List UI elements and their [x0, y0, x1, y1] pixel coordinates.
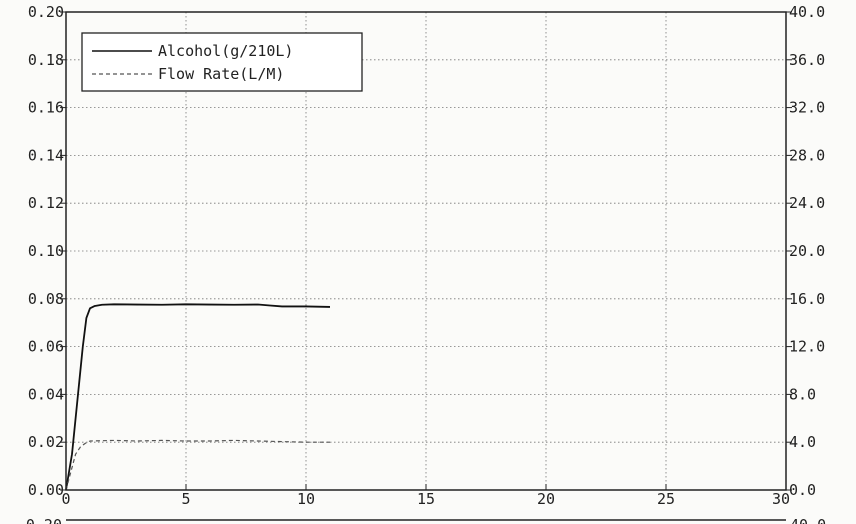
- x-tick-label: 0: [61, 490, 70, 508]
- y-tick-label: 0.08: [28, 290, 64, 308]
- y-tick-label: 0.04: [28, 385, 64, 403]
- legend: Alcohol(g/210L) Flow Rate(L/M): [81, 32, 363, 92]
- x-tick-label: 15: [417, 490, 435, 508]
- y-tick-label: 0.02: [28, 433, 64, 451]
- x-tick-label: 25: [657, 490, 675, 508]
- legend-box: [81, 32, 363, 92]
- y2-tick-label: 28.0: [789, 146, 825, 164]
- y2-tick-label: 16.0: [789, 290, 825, 308]
- y2-tick-label: 12.0: [789, 338, 825, 356]
- y-tick-label: 0.16: [28, 99, 64, 117]
- y-tick-label: 0.18: [28, 51, 64, 69]
- legend-label-alcohol: Alcohol(g/210L): [158, 42, 293, 60]
- y-tick-label: 0.12: [28, 194, 64, 212]
- y2-tick-label: 20.0: [789, 242, 825, 260]
- tick-labels: 0.00 0.0 0.02 4.0 0.04 8.0 0.06 12.0 0.08 16.0 0.1…: [28, 3, 825, 508]
- y-tick-label: 0.00: [28, 481, 64, 499]
- y-tick-label: 0.20: [28, 3, 64, 21]
- grid: [66, 12, 786, 490]
- y2-tick-label: 8.0: [789, 385, 816, 403]
- legend-label-flow-rate: Flow Rate(L/M): [158, 65, 284, 83]
- y2-tick-label: 36.0: [789, 51, 825, 69]
- x-tick-label: 20: [537, 490, 555, 508]
- y-tick-label: 0.06: [28, 338, 64, 356]
- y2-tick-label: 32.0: [789, 99, 825, 117]
- y-tick-label: 0.14: [28, 146, 64, 164]
- series-line-flow-rate: [65, 439, 330, 491]
- x-tick-label: 10: [297, 490, 315, 508]
- x-tick-label: 30: [772, 490, 790, 508]
- y2-tick-label: 24.0: [789, 194, 825, 212]
- next-chart-right-tick: 40.0: [790, 516, 826, 524]
- next-chart-left-tick: 0.20: [26, 516, 62, 524]
- y2-tick-label: 4.0: [789, 433, 816, 451]
- y-tick-label: 0.10: [28, 242, 64, 260]
- y2-tick-label: 40.0: [789, 3, 825, 21]
- x-tick-label: 5: [181, 490, 190, 508]
- next-chart-edge: 0.20 40.0: [26, 516, 826, 524]
- series-lines: [65, 303, 331, 491]
- series-line-alcohol: [65, 303, 331, 491]
- plot-frame: [65, 11, 787, 491]
- y2-tick-label: 0.0: [789, 481, 816, 499]
